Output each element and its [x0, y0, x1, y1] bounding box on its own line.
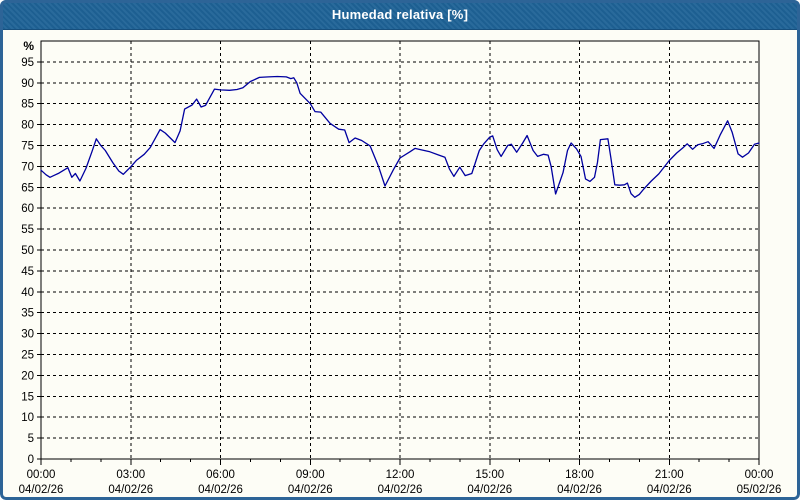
svg-text:15:00: 15:00 — [475, 469, 504, 481]
svg-text:04/02/26: 04/02/26 — [647, 484, 692, 496]
titlebar: Humedad relativa [%] — [0, 0, 800, 30]
svg-text:80: 80 — [21, 120, 34, 132]
svg-text:75: 75 — [21, 141, 34, 153]
svg-text:15: 15 — [21, 391, 34, 403]
svg-text:25: 25 — [21, 350, 34, 362]
chart-title: Humedad relativa [%] — [331, 7, 469, 22]
svg-text:03:00: 03:00 — [116, 469, 145, 481]
svg-text:04/02/26: 04/02/26 — [557, 484, 602, 496]
svg-text:55: 55 — [21, 224, 34, 236]
svg-text:45: 45 — [21, 266, 34, 278]
svg-text:65: 65 — [21, 182, 34, 194]
svg-text:5: 5 — [28, 433, 34, 445]
svg-text:04/02/26: 04/02/26 — [467, 484, 512, 496]
svg-text:60: 60 — [21, 203, 34, 215]
svg-text:04/02/26: 04/02/26 — [19, 484, 64, 496]
svg-text:0: 0 — [28, 454, 34, 466]
svg-text:10: 10 — [21, 412, 34, 424]
svg-text:21:00: 21:00 — [655, 469, 684, 481]
svg-text:06:00: 06:00 — [206, 469, 235, 481]
svg-text:40: 40 — [21, 287, 34, 299]
svg-text:04/02/26: 04/02/26 — [108, 484, 153, 496]
svg-text:18:00: 18:00 — [565, 469, 594, 481]
svg-text:20: 20 — [21, 370, 34, 382]
svg-text:04/02/26: 04/02/26 — [288, 484, 333, 496]
svg-text:%: % — [23, 39, 34, 53]
svg-text:12:00: 12:00 — [386, 469, 415, 481]
svg-text:30: 30 — [21, 329, 34, 341]
svg-text:00:00: 00:00 — [27, 469, 56, 481]
svg-text:04/02/26: 04/02/26 — [198, 484, 243, 496]
svg-text:04/02/26: 04/02/26 — [378, 484, 423, 496]
svg-text:95: 95 — [21, 57, 34, 69]
svg-text:85: 85 — [21, 99, 34, 111]
svg-text:05/02/26: 05/02/26 — [737, 484, 782, 496]
svg-text:09:00: 09:00 — [296, 469, 325, 481]
svg-text:50: 50 — [21, 245, 34, 257]
svg-text:70: 70 — [21, 161, 34, 173]
svg-text:90: 90 — [21, 78, 34, 90]
svg-text:00:00: 00:00 — [745, 469, 774, 481]
svg-text:35: 35 — [21, 308, 34, 320]
